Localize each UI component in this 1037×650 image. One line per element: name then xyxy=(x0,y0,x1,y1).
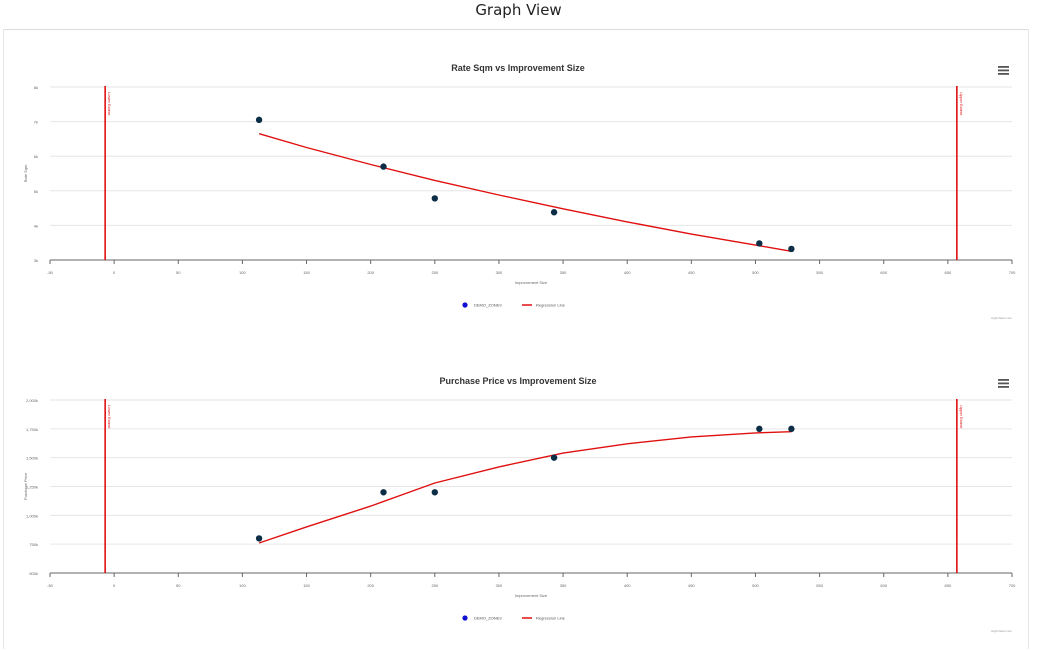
x-tick-label: 150 xyxy=(303,583,310,588)
data-point[interactable] xyxy=(788,245,795,253)
x-tick-label: 350 xyxy=(560,270,567,275)
x-tick-label: 50 xyxy=(176,270,181,275)
credits-link: Highcharts.com xyxy=(991,316,1012,320)
y-tick-label: 1,500k xyxy=(26,456,38,461)
extent-label: Upper Extent xyxy=(959,405,964,429)
data-point[interactable] xyxy=(255,116,263,124)
hamburger-menu-icon[interactable] xyxy=(995,63,1011,77)
data-point[interactable] xyxy=(255,535,263,542)
data-point[interactable] xyxy=(788,425,795,433)
data-point[interactable] xyxy=(550,454,558,461)
page-title: Graph View xyxy=(475,1,562,19)
legend-label-regression-line: Regression Line xyxy=(536,616,566,621)
legend-label-demo-zone9: DEMO_ZONE9 xyxy=(474,303,502,308)
data-point[interactable] xyxy=(431,195,438,202)
x-tick-label: 0 xyxy=(113,270,116,275)
x-tick-label: 150 xyxy=(303,270,310,275)
x-tick-label: 700 xyxy=(1009,270,1016,275)
regression-line xyxy=(258,133,792,252)
y-tick-label: 1,250k xyxy=(26,485,38,490)
chart-title: Purchase Price vs Improvement Size xyxy=(439,376,596,386)
y-tick-label: 1,000k xyxy=(26,513,38,518)
x-tick-label: 550 xyxy=(816,270,823,275)
y-axis-label: Rate Sqm xyxy=(23,164,28,182)
menu-bar xyxy=(998,66,1009,68)
regression-line xyxy=(258,431,792,544)
y-tick-label: 7k xyxy=(34,120,38,125)
x-axis-label: Improvement Size xyxy=(515,593,548,598)
legend-item-demo-zone9[interactable]: DEMO_ZONE9 xyxy=(462,302,502,308)
legend-item-regression-line[interactable]: Regression Line xyxy=(522,616,566,621)
legend: DEMO_ZONE9 Regression Line xyxy=(462,615,566,621)
legend: DEMO_ZONE9 Regression Line xyxy=(462,302,566,308)
x-tick-label: 500 xyxy=(752,270,759,275)
x-tick-label: 600 xyxy=(880,270,887,275)
y-tick-label: 1,750k xyxy=(26,427,38,432)
menu-bar xyxy=(998,69,1009,72)
x-tick-label: 700 xyxy=(1009,583,1016,588)
data-point[interactable] xyxy=(380,489,387,496)
x-tick-label: 0 xyxy=(113,583,116,588)
legend-item-demo-zone9[interactable]: DEMO_ZONE9 xyxy=(462,615,502,621)
y-tick-label: 3k xyxy=(34,258,38,263)
hamburger-menu-icon[interactable] xyxy=(995,376,1011,390)
extent-label: Lower Extent xyxy=(107,405,112,429)
x-tick-label: 500 xyxy=(752,583,759,588)
x-tick-label: 250 xyxy=(431,270,438,275)
rate-sqm-chart-svg: Rate Sqm vs Improvement Size 3k 4k 5k 6k 7k 8k… xyxy=(23,63,1016,320)
chart-title: Rate Sqm vs Improvement Size xyxy=(451,63,585,73)
x-axis-label: Improvement Size xyxy=(515,280,548,285)
x-tick-label: 600 xyxy=(880,583,887,588)
x-tick-label: 450 xyxy=(688,583,695,588)
x-tick-label: 400 xyxy=(624,270,631,275)
legend-marker-demo-zone9 xyxy=(462,615,468,621)
data-point[interactable] xyxy=(380,163,387,170)
x-tick-label: 200 xyxy=(367,270,374,275)
legend-label-demo-zone9: DEMO_ZONE9 xyxy=(474,616,502,621)
legend-item-regression-line[interactable]: Regression Line xyxy=(522,303,566,308)
purchase-price-chart-svg: Purchase Price vs Improvement Size 500k 75… xyxy=(23,376,1016,633)
x-tick-label: 400 xyxy=(624,583,631,588)
x-tick-label: -50 xyxy=(47,270,54,275)
y-tick-label: 5k xyxy=(34,189,38,194)
x-tick-label: 100 xyxy=(239,270,246,275)
graph-panel xyxy=(3,29,1029,649)
data-point[interactable] xyxy=(756,240,763,247)
x-tick-label: 450 xyxy=(688,270,695,275)
purchase-price-chart: Purchase Price vs Improvement Size 500k 75… xyxy=(0,365,1037,640)
x-tick-label: -50 xyxy=(47,583,54,588)
legend-label-regression-line: Regression Line xyxy=(536,303,566,308)
y-tick-label: 6k xyxy=(34,154,38,159)
x-tick-label: 100 xyxy=(239,583,246,588)
y-tick-label: 2,000k xyxy=(26,398,38,403)
rate-sqm-chart: Rate Sqm vs Improvement Size 3k 4k 5k 6k 7k 8k… xyxy=(0,52,1037,327)
menu-bar xyxy=(998,386,1009,388)
x-tick-label: 50 xyxy=(176,583,181,588)
data-point[interactable] xyxy=(756,425,763,433)
y-tick-label: 750k xyxy=(29,542,38,547)
data-point[interactable] xyxy=(550,209,558,216)
legend-marker-demo-zone9 xyxy=(462,302,468,308)
x-tick-label: 300 xyxy=(496,270,503,275)
y-tick-label: 8k xyxy=(34,85,38,90)
x-tick-label: 650 xyxy=(945,583,952,588)
x-tick-label: 200 xyxy=(367,583,374,588)
x-tick-label: 250 xyxy=(431,583,438,588)
y-tick-label: 4k xyxy=(34,223,38,228)
y-tick-label: 500k xyxy=(29,571,38,576)
credits-link: Highcharts.com xyxy=(991,629,1012,633)
x-tick-label: 300 xyxy=(496,583,503,588)
extent-label: Lower Extent xyxy=(107,92,112,116)
y-axis-label: Purchase Price xyxy=(23,472,28,500)
menu-bar xyxy=(998,379,1009,381)
x-tick-label: 350 xyxy=(560,583,567,588)
extent-label: Upper Extent xyxy=(959,92,964,116)
x-tick-label: 550 xyxy=(816,583,823,588)
menu-bar xyxy=(998,73,1009,75)
x-tick-label: 650 xyxy=(945,270,952,275)
menu-bar xyxy=(998,382,1009,385)
data-point[interactable] xyxy=(431,489,438,496)
